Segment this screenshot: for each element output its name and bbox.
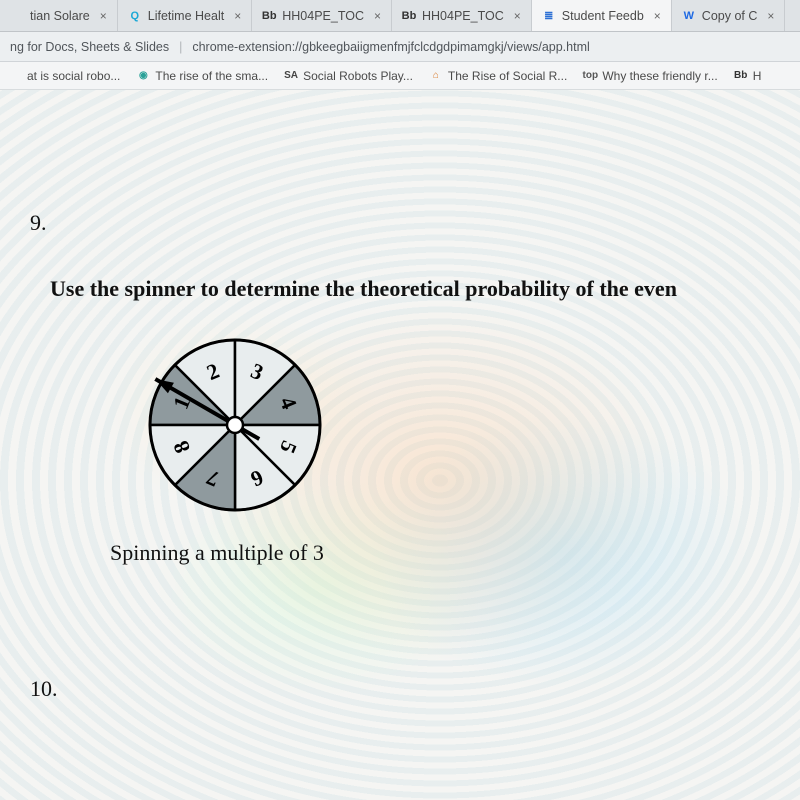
tab-favicon: Bb [262,9,276,23]
bookmark-item[interactable]: top Why these friendly r... [583,69,717,83]
bookmark-favicon [8,69,22,83]
bookmark-favicon: SA [284,69,298,83]
tab-favicon: W [682,9,696,23]
separator: | [179,40,182,54]
question-prompt: Use the spinner to determine the theoret… [50,276,770,302]
bookmark-label: The Rise of Social R... [448,69,567,83]
browser-tab[interactable]: Bb HH04PE_TOC × [392,0,532,31]
bookmark-item[interactable]: SA Social Robots Play... [284,69,413,83]
tab-favicon: Q [128,9,142,23]
spinner-svg: 12345678 [140,330,330,520]
close-icon[interactable]: × [654,9,661,23]
question-number-9: 9. [30,210,770,236]
close-icon[interactable]: × [374,9,381,23]
bookmark-label: at is social robo... [27,69,120,83]
browser-toolbar: ng for Docs, Sheets & Slides | chrome-ex… [0,32,800,62]
bookmark-label: H [753,69,762,83]
tab-label: Lifetime Healt [148,9,224,23]
tab-label: Copy of C [702,9,758,23]
document-content: 9. Use the spinner to determine the theo… [0,90,800,722]
close-icon[interactable]: × [767,9,774,23]
tab-favicon: ≣ [542,9,556,23]
spinner-figure: 12345678 [140,330,770,520]
tab-label: HH04PE_TOC [422,9,504,23]
tab-label: tian Solare [30,9,90,23]
bookmarks-bar: at is social robo... ◉ The rise of the sma… [0,62,800,90]
close-icon[interactable]: × [100,9,107,23]
close-icon[interactable]: × [514,9,521,23]
bookmark-item[interactable]: Bb H [734,69,762,83]
bookmark-favicon: top [583,69,597,83]
browser-tab[interactable]: Bb HH04PE_TOC × [252,0,392,31]
browser-tab[interactable]: tian Solare × [0,0,118,31]
spinner-hub [227,417,243,433]
browser-tab-strip: tian Solare × Q Lifetime Healt × Bb HH04PE_TOC… [0,0,800,32]
tab-favicon: Bb [402,9,416,23]
bookmark-label: The rise of the sma... [155,69,268,83]
bookmark-item[interactable]: at is social robo... [8,69,120,83]
bookmark-favicon: ⌂ [429,69,443,83]
bookmark-item[interactable]: ◉ The rise of the sma... [136,69,268,83]
close-icon[interactable]: × [234,9,241,23]
tab-label: Student Feedb [562,9,644,23]
bookmark-favicon: ◉ [136,69,150,83]
browser-tab[interactable]: Q Lifetime Healt × [118,0,252,31]
browser-tab[interactable]: ≣ Student Feedb × [532,0,672,31]
tab-favicon [10,9,24,23]
bookmark-label: Social Robots Play... [303,69,413,83]
bookmark-favicon: Bb [734,69,748,83]
extension-name: ng for Docs, Sheets & Slides [10,40,169,54]
bookmark-item[interactable]: ⌂ The Rise of Social R... [429,69,567,83]
tab-label: HH04PE_TOC [282,9,364,23]
question-caption: Spinning a multiple of 3 [110,540,770,566]
bookmark-label: Why these friendly r... [602,69,717,83]
browser-tab[interactable]: W Copy of C × [672,0,786,31]
question-number-10: 10. [30,676,770,702]
address-url: chrome-extension://gbkeegbaiigmenfmjfclc… [192,40,589,54]
